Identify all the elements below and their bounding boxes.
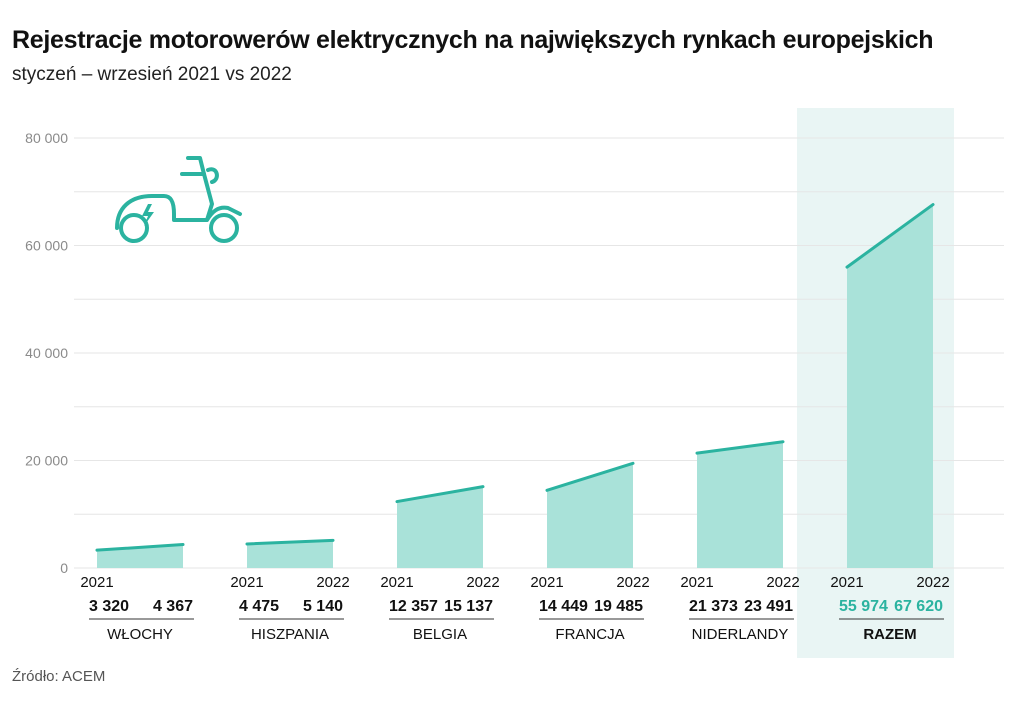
source-note: Źródło: ACEM	[12, 668, 106, 685]
year-label: 2022	[916, 574, 949, 591]
data-label: 19 485	[594, 598, 643, 615]
area-shape	[397, 486, 483, 568]
year-label: 2022	[616, 574, 649, 591]
year-label: 2021	[830, 574, 863, 591]
labels-layer: 0 20 000 40 000 60 000 80 000 2021 3 320 4 367 W…	[25, 130, 950, 643]
y-tick-label: 0	[60, 560, 68, 576]
area-shape	[97, 544, 183, 568]
year-label: 2022	[466, 574, 499, 591]
data-label: 55 974	[839, 598, 888, 615]
series-line	[695, 440, 785, 455]
areas-layer	[95, 203, 935, 569]
series-line	[245, 538, 335, 546]
data-label: 23 491	[744, 598, 793, 615]
data-label: 5 140	[303, 598, 343, 615]
category-label: FRANCJA	[555, 626, 624, 643]
category-label: BELGIA	[413, 626, 467, 643]
y-tick-label: 60 000	[25, 238, 68, 254]
category-label: RAZEM	[863, 626, 916, 643]
series-line	[95, 543, 185, 552]
data-label: 14 449	[539, 598, 588, 615]
area-shape	[847, 204, 933, 569]
year-label: 2021	[80, 574, 113, 591]
year-label: 2021	[380, 574, 413, 591]
year-label: 2021	[530, 574, 563, 591]
series-line	[395, 485, 485, 504]
y-tick-label: 80 000	[25, 130, 68, 146]
area-shape	[547, 463, 633, 568]
data-label: 4 475	[239, 598, 279, 615]
data-label: 3 320	[89, 598, 129, 615]
category-label: HISZPANIA	[251, 626, 329, 643]
year-label: 2022	[316, 574, 349, 591]
data-label: 15 137	[444, 598, 493, 615]
data-label: 4 367	[153, 598, 193, 615]
chart-title: Rejestracje motorowerów elektrycznych na…	[12, 26, 934, 54]
chart-subtitle: styczeń – wrzesień 2021 vs 2022	[12, 64, 292, 85]
y-tick-label: 20 000	[25, 453, 68, 469]
category-label: NIDERLANDY	[692, 626, 789, 643]
area-shape	[697, 441, 783, 568]
category-label: WŁOCHY	[107, 626, 173, 643]
series-line	[545, 461, 635, 492]
electric-scooter-icon	[115, 156, 242, 243]
year-label: 2021	[680, 574, 713, 591]
data-label: 21 373	[689, 598, 738, 615]
y-tick-label: 40 000	[25, 345, 68, 361]
data-label: 67 620	[894, 598, 943, 615]
data-label: 12 357	[389, 598, 438, 615]
year-label: 2021	[230, 574, 263, 591]
area-shape	[247, 540, 333, 568]
series-line	[845, 203, 935, 269]
year-label: 2022	[766, 574, 799, 591]
